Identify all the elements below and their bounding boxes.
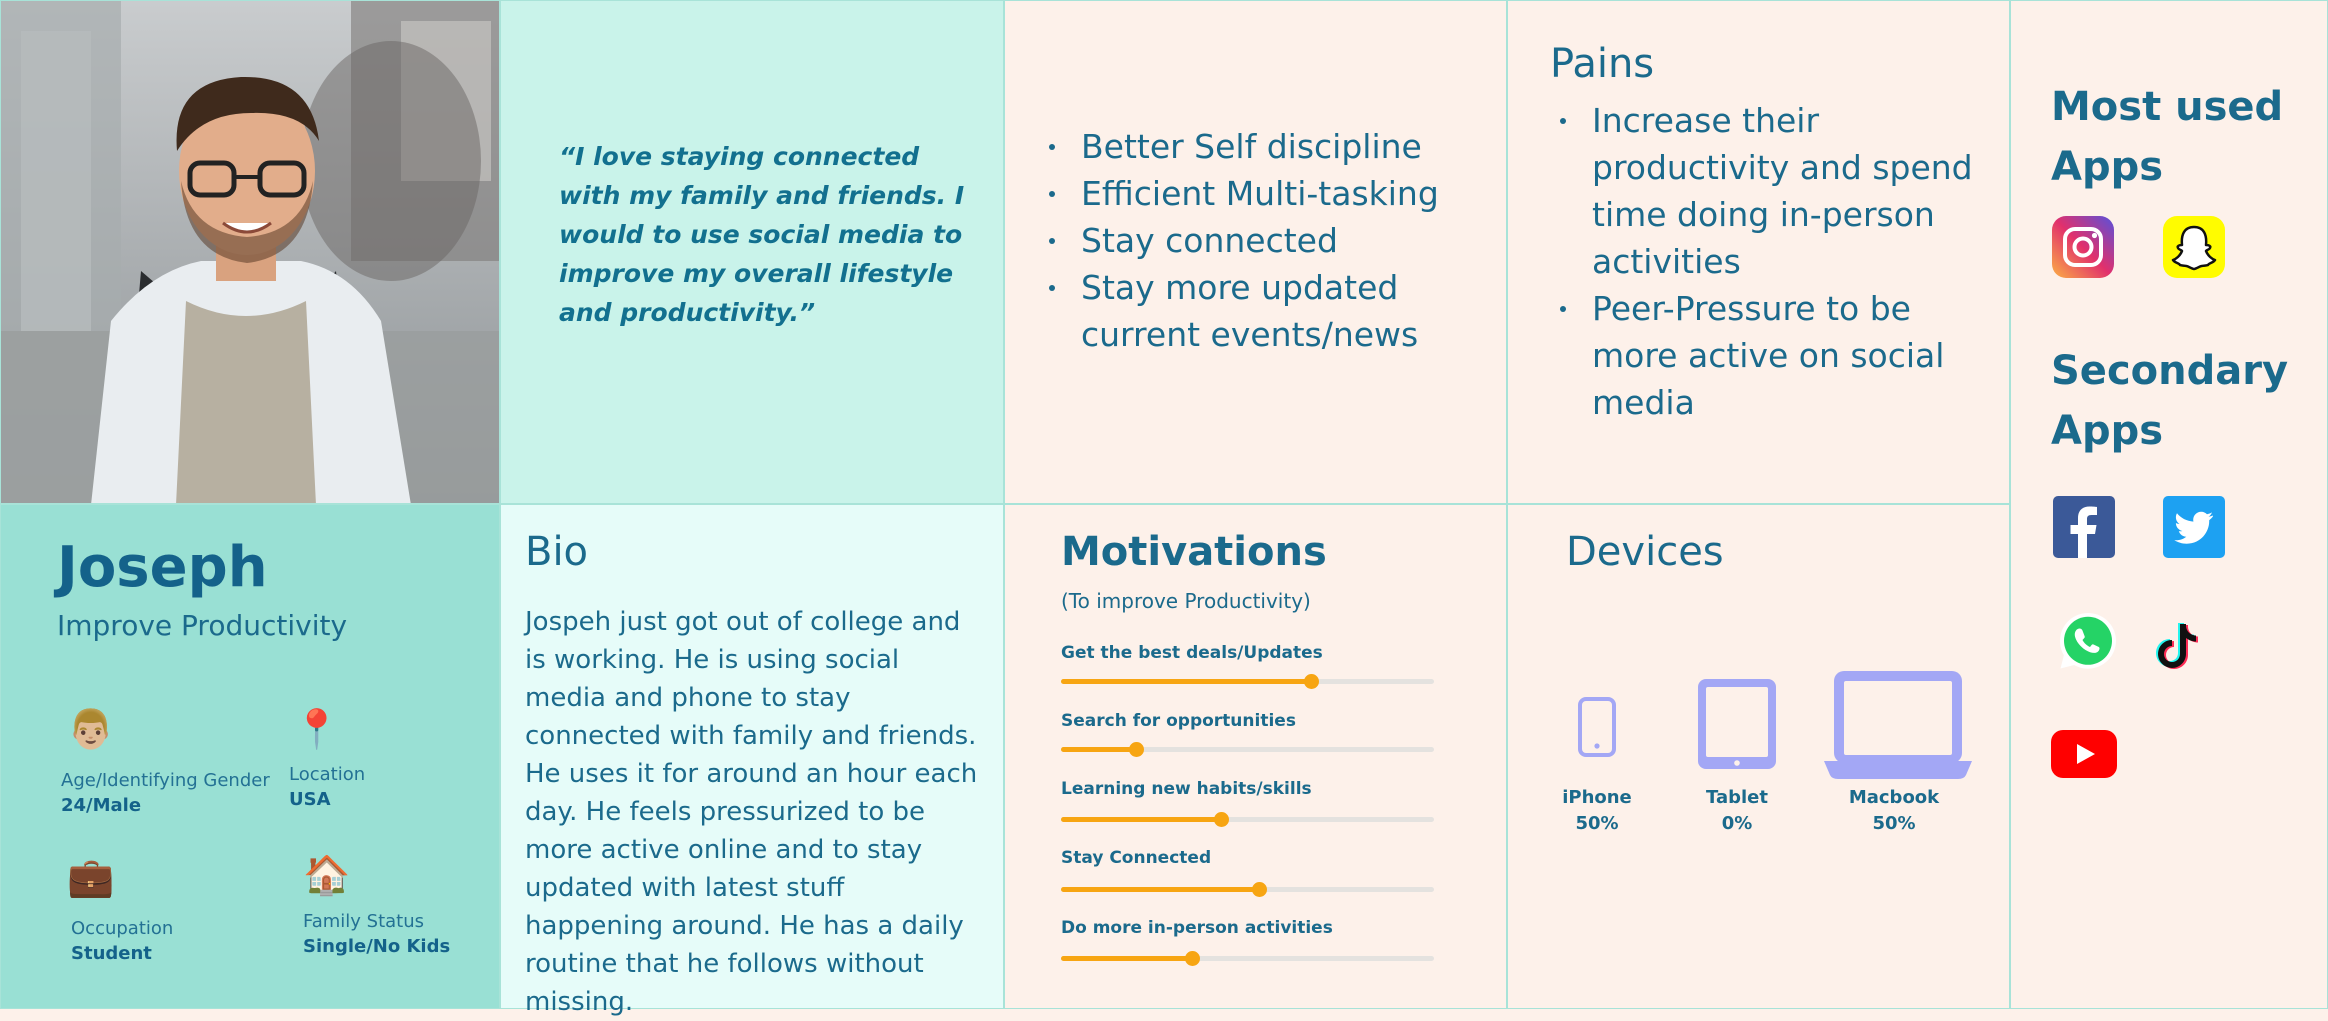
motivation-label: Search for opportunities	[1061, 711, 1296, 731]
motivations-panel: Motivations (To improve Productivity) Ge…	[1004, 504, 1507, 1009]
motivation-bar-fill	[1061, 747, 1136, 752]
laptop-icon	[1824, 669, 1972, 785]
whatsapp-icon	[2057, 610, 2119, 676]
family-status-value: Single/No Kids	[303, 936, 451, 957]
apps-panel: Most used Apps Secondary Apps	[2010, 0, 2328, 1009]
motivation-bar	[1061, 812, 1434, 827]
goal-item: Stay connected	[1045, 217, 1505, 264]
tiktok-icon	[2154, 618, 2204, 678]
devices-panel: Devices iPhone 50% Tablet 0% Macbook 50%	[1507, 504, 2010, 1009]
house-icon: 🏠	[303, 853, 351, 897]
device-percent: 50%	[1575, 813, 1619, 834]
persona-quote: “I love staying connected with my family…	[559, 142, 965, 327]
location-pin-icon: 📍	[293, 707, 341, 751]
pain-item: Increase their productivity and spend ti…	[1556, 97, 1996, 285]
goal-item: Efficient Multi-tasking	[1045, 170, 1505, 217]
bio-panel: Bio Jospeh just got out of college and i…	[500, 504, 1004, 1017]
motivation-bar-fill	[1061, 817, 1222, 822]
motivation-bar-fill	[1061, 956, 1192, 961]
pain-item: Peer-Pressure to be more active on socia…	[1556, 285, 1996, 426]
motivation-bar	[1061, 674, 1434, 689]
most-used-apps-title: Most used Apps	[2051, 84, 2284, 190]
family-status-label: Family Status	[303, 911, 424, 932]
person-icon: 👨🏼	[67, 707, 115, 751]
motivation-bar-knob	[1128, 742, 1144, 757]
motivation-bar-knob	[1184, 951, 1200, 966]
location-value: USA	[289, 789, 331, 810]
motivation-bar-knob	[1251, 882, 1267, 897]
instagram-icon	[2051, 215, 2115, 283]
motivation-bar-knob	[1303, 674, 1319, 689]
goal-item: Better Self discipline	[1045, 123, 1505, 170]
occupation-label: Occupation	[71, 918, 174, 939]
facebook-icon	[2053, 496, 2115, 562]
persona-subtitle: Improve Productivity	[57, 609, 348, 642]
twitter-icon	[2163, 496, 2225, 562]
bio-title: Bio	[525, 529, 589, 575]
goals-panel: Better Self discipline Efficient Multi-t…	[1004, 0, 1507, 504]
phone-icon	[1578, 697, 1616, 761]
briefcase-icon: 💼	[67, 855, 115, 899]
motivation-bar	[1061, 882, 1434, 897]
pains-panel: Pains Increase their productivity and sp…	[1507, 0, 2010, 504]
device-name: Tablet	[1706, 787, 1768, 808]
motivation-bar-fill	[1061, 887, 1259, 892]
profile-panel: Joseph Improve Productivity 👨🏼 Age/Ident…	[0, 504, 500, 1009]
occupation-value: Student	[71, 943, 152, 964]
device-percent: 0%	[1721, 813, 1753, 834]
motivation-bar	[1061, 951, 1434, 966]
pains-list: Increase their productivity and spend ti…	[1556, 97, 1996, 426]
motivation-label: Learning new habits/skills	[1061, 779, 1312, 799]
motivations-title: Motivations	[1061, 529, 1327, 575]
age-gender-label: Age/Identifying Gender	[61, 770, 270, 791]
motivations-subtitle: (To improve Productivity)	[1061, 589, 1311, 613]
device-percent: 50%	[1872, 813, 1916, 834]
goal-item: Stay more updated current events/news	[1045, 264, 1505, 358]
motivation-label: Get the best deals/Updates	[1061, 643, 1323, 663]
device-name: Macbook	[1848, 787, 1940, 808]
motivation-bar	[1061, 742, 1434, 757]
persona-photo	[0, 0, 500, 504]
snapchat-icon	[2162, 215, 2226, 283]
devices-title: Devices	[1566, 529, 1724, 575]
age-gender-value: 24/Male	[61, 795, 142, 816]
motivation-label: Stay Connected	[1061, 848, 1212, 868]
pains-title: Pains	[1550, 41, 1655, 87]
motivation-bar-knob	[1214, 812, 1230, 827]
location-label: Location	[289, 764, 366, 785]
motivation-label: Do more in-person activities	[1061, 918, 1333, 938]
quote-panel: “I love staying connected with my family…	[500, 0, 1004, 504]
youtube-icon	[2051, 730, 2117, 782]
persona-name: Joseph	[57, 535, 268, 600]
bio-text: Jospeh just got out of college and is wo…	[525, 607, 978, 1017]
motivation-bar-fill	[1061, 679, 1311, 684]
secondary-apps-title: Secondary Apps	[2051, 348, 2289, 454]
goals-list: Better Self discipline Efficient Multi-t…	[1045, 123, 1505, 358]
tablet-icon	[1698, 679, 1776, 773]
device-name: iPhone	[1562, 787, 1632, 808]
